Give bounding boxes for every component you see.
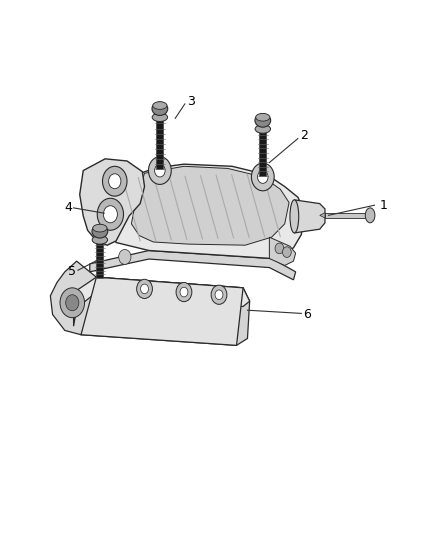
Polygon shape [74, 277, 250, 345]
Circle shape [283, 247, 291, 257]
FancyBboxPatch shape [156, 118, 163, 169]
Circle shape [148, 157, 171, 184]
Ellipse shape [93, 224, 107, 232]
Ellipse shape [255, 114, 271, 127]
Ellipse shape [255, 125, 271, 133]
Circle shape [211, 285, 227, 304]
Circle shape [109, 174, 121, 189]
Ellipse shape [290, 200, 299, 233]
Circle shape [97, 198, 124, 230]
Polygon shape [77, 277, 250, 308]
Polygon shape [50, 261, 96, 335]
Polygon shape [110, 164, 304, 259]
Polygon shape [80, 159, 145, 245]
Text: 3: 3 [187, 95, 194, 108]
Circle shape [137, 279, 152, 298]
Circle shape [258, 171, 268, 183]
Circle shape [251, 163, 274, 191]
Circle shape [102, 166, 127, 196]
Text: 1: 1 [379, 199, 387, 212]
Polygon shape [269, 237, 296, 265]
Text: 4: 4 [64, 201, 72, 214]
Polygon shape [90, 251, 296, 280]
Circle shape [176, 282, 192, 302]
Circle shape [215, 290, 223, 300]
Circle shape [141, 284, 148, 294]
Circle shape [119, 249, 131, 264]
Polygon shape [74, 290, 77, 326]
Ellipse shape [92, 236, 108, 244]
FancyBboxPatch shape [259, 130, 266, 176]
Ellipse shape [152, 102, 168, 116]
Circle shape [275, 243, 284, 254]
Ellipse shape [153, 102, 167, 109]
FancyBboxPatch shape [96, 241, 103, 278]
Polygon shape [131, 166, 289, 245]
Circle shape [180, 287, 188, 297]
Polygon shape [294, 200, 325, 233]
Polygon shape [320, 213, 325, 218]
Polygon shape [81, 277, 243, 345]
Circle shape [155, 164, 165, 177]
Ellipse shape [92, 224, 108, 238]
Text: 5: 5 [68, 265, 76, 278]
Ellipse shape [256, 114, 270, 121]
Circle shape [103, 206, 117, 223]
Ellipse shape [365, 208, 375, 223]
Text: 2: 2 [300, 130, 308, 142]
Ellipse shape [152, 113, 168, 122]
Text: 6: 6 [303, 308, 311, 321]
FancyBboxPatch shape [325, 213, 366, 218]
Circle shape [66, 295, 79, 311]
Circle shape [60, 288, 85, 318]
